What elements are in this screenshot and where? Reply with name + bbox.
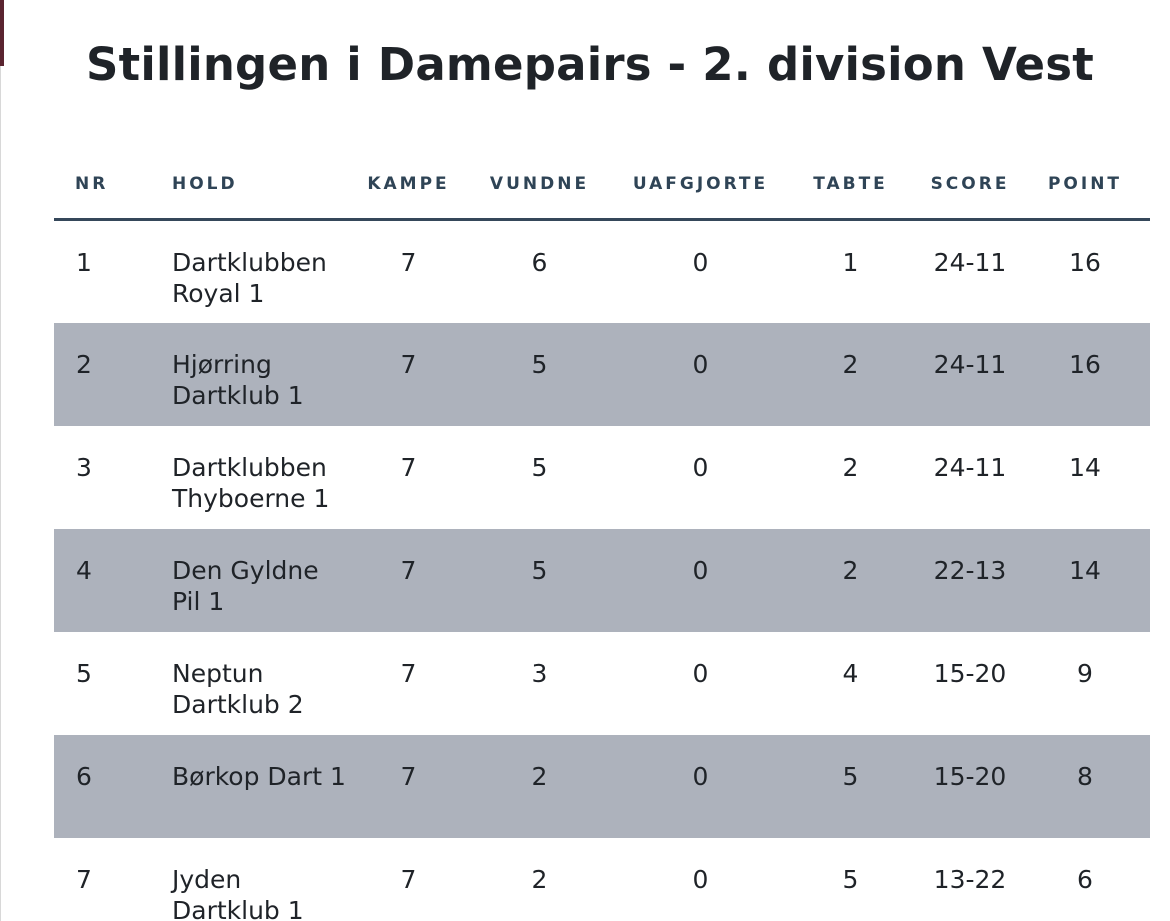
- cell-uafgjorte: 0: [620, 734, 781, 838]
- header-row: NR HOLD KAMPE VUNDNE UAFGJORTE TABTE SCO…: [54, 150, 1150, 221]
- column-header-uafgjorte: UAFGJORTE: [620, 150, 781, 221]
- table-body: 1 Dartklubben Royal 1 7 6 0 1 24-11 16 2…: [54, 220, 1150, 921]
- cell-vundne: 2: [459, 734, 620, 838]
- cell-vundne: 6: [531, 248, 548, 277]
- cell-point: 14: [1020, 528, 1150, 632]
- cell-tabte: 5: [842, 864, 859, 894]
- table-row: 5 Neptun Dartklub 2 7 3 0 4 15-20 9: [54, 632, 1150, 735]
- cell-nr: 7: [76, 864, 92, 894]
- table-row: 1 Dartklubben Royal 1 7 6 0 1 24-11 16: [54, 220, 1150, 323]
- cell-vundne: 2: [531, 864, 548, 894]
- cell-score: 24-11: [933, 248, 1007, 277]
- cell-kampe: 7: [358, 322, 459, 426]
- standings-table: NR HOLD KAMPE VUNDNE UAFGJORTE TABTE SCO…: [54, 150, 1150, 921]
- cell-kampe: 7: [400, 864, 417, 894]
- cell-score: 22-13: [920, 528, 1020, 632]
- edge-line: [0, 66, 1, 921]
- cell-tabte: 2: [781, 528, 920, 632]
- cell-vundne: 5: [459, 528, 620, 632]
- cell-hold: Børkop Dart 1: [172, 734, 358, 838]
- cell-hold: Dartklubben Royal 1: [172, 248, 327, 308]
- table-row: 6 Børkop Dart 1 7 2 0 5 15-20 8: [54, 734, 1150, 838]
- table-row: 2 Hjørring Dartklub 1 7 5 0 2 24-11 16: [54, 322, 1150, 426]
- cell-score: 15-20: [920, 734, 1020, 838]
- column-header-score: SCORE: [920, 150, 1020, 221]
- column-header-hold: HOLD: [172, 150, 358, 221]
- cell-uafgjorte: 0: [620, 528, 781, 632]
- cell-nr: 6: [54, 734, 172, 838]
- cell-point: 8: [1020, 734, 1150, 838]
- cell-nr: 3: [76, 452, 92, 482]
- cell-vundne: 5: [531, 452, 548, 482]
- cell-kampe: 7: [358, 528, 459, 632]
- cell-score: 24-11: [933, 452, 1007, 482]
- cell-nr: 1: [76, 248, 92, 277]
- cell-kampe: 7: [358, 734, 459, 838]
- column-header-tabte: TABTE: [781, 150, 920, 221]
- cell-uafgjorte: 0: [692, 864, 709, 894]
- column-header-nr: NR: [54, 150, 172, 221]
- cell-tabte: 4: [842, 658, 859, 688]
- column-header-vundne: VUNDNE: [459, 150, 620, 221]
- cell-uafgjorte: 0: [692, 452, 709, 482]
- cell-kampe: 7: [400, 658, 417, 688]
- cell-tabte: 5: [781, 734, 920, 838]
- cell-nr: 5: [76, 658, 92, 688]
- cell-tabte: 1: [842, 248, 859, 277]
- cell-tabte: 2: [842, 452, 859, 482]
- cell-hold: Den Gyldne Pil 1: [172, 528, 358, 632]
- cell-nr: 2: [54, 322, 172, 426]
- cell-score: 24-11: [920, 322, 1020, 426]
- cell-point: 16: [1020, 322, 1150, 426]
- cell-nr: 4: [54, 528, 172, 632]
- cell-uafgjorte: 0: [692, 658, 709, 688]
- table-row: 7 Jyden Dartklub 1 7 2 0 5 13-22 6: [54, 838, 1150, 921]
- cell-hold: Hjørring Dartklub 1: [172, 322, 358, 426]
- cell-hold: Jyden Dartklub 1: [172, 864, 304, 921]
- cell-kampe: 7: [400, 248, 417, 277]
- column-header-kampe: KAMPE: [358, 150, 459, 221]
- page-title: Stillingen i Damepairs - 2. division Ves…: [86, 38, 1094, 91]
- cell-score: 13-22: [933, 864, 1007, 894]
- cell-point: 6: [1077, 864, 1093, 894]
- cell-uafgjorte: 0: [692, 248, 709, 277]
- cell-uafgjorte: 0: [620, 322, 781, 426]
- cell-vundne: 3: [531, 658, 548, 688]
- table-header: NR HOLD KAMPE VUNDNE UAFGJORTE TABTE SCO…: [54, 150, 1150, 221]
- cell-point: 16: [1069, 248, 1101, 277]
- table-row: 3 Dartklubben Thyboerne 1 7 5 0 2 24-11 …: [54, 426, 1150, 529]
- cell-hold: Dartklubben Thyboerne 1: [172, 452, 330, 513]
- cell-point: 14: [1069, 452, 1101, 482]
- column-header-point: POINT: [1020, 150, 1150, 221]
- cell-score: 15-20: [933, 658, 1007, 688]
- cell-tabte: 2: [781, 322, 920, 426]
- cell-hold: Neptun Dartklub 2: [172, 658, 304, 719]
- cell-vundne: 5: [459, 322, 620, 426]
- cell-kampe: 7: [400, 452, 417, 482]
- table-row: 4 Den Gyldne Pil 1 7 5 0 2 22-13 14: [54, 528, 1150, 632]
- edge-accent: [0, 0, 4, 66]
- cell-point: 9: [1077, 658, 1093, 688]
